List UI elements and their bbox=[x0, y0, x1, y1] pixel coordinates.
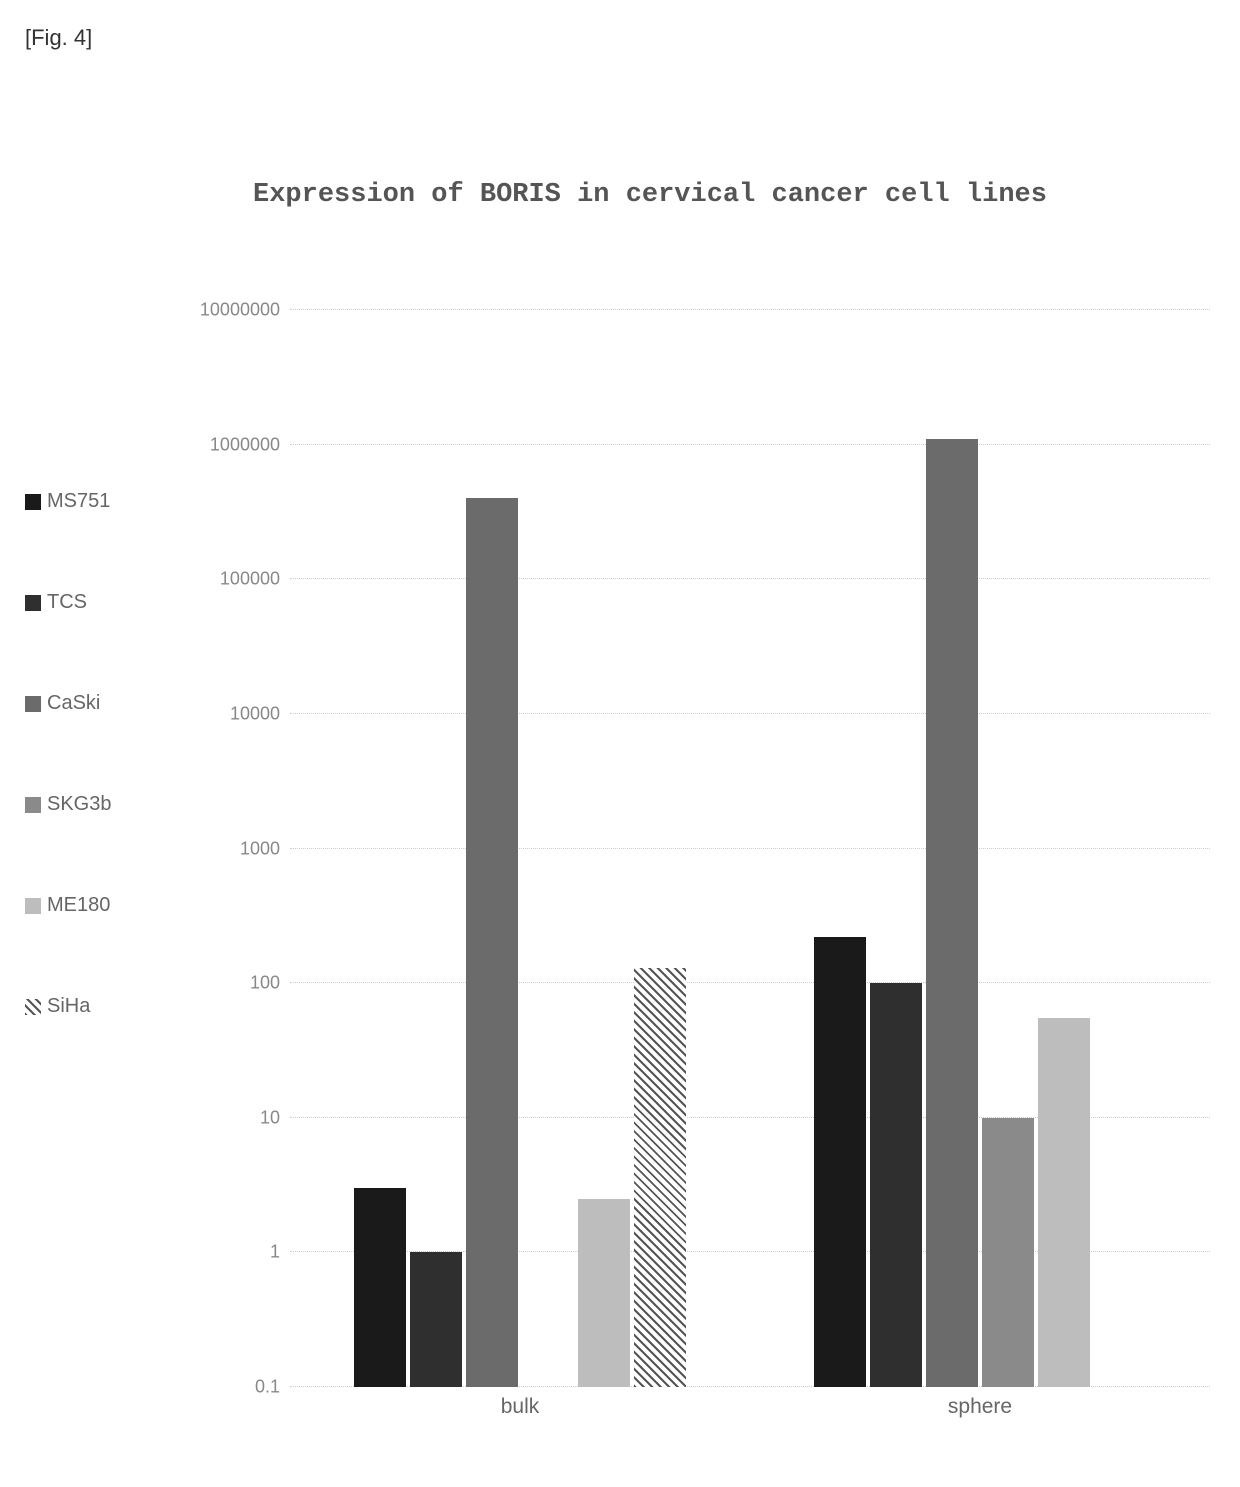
legend-item: CaSki bbox=[25, 692, 165, 715]
bar-group bbox=[322, 310, 718, 1387]
legend-item: SiHa bbox=[25, 995, 165, 1018]
bar bbox=[578, 1199, 630, 1387]
legend-label: SKG3b bbox=[47, 793, 111, 816]
figure-page: [Fig. 4] Expression of BORIS in cervical… bbox=[0, 0, 1240, 1487]
plot-area bbox=[290, 310, 1210, 1387]
y-axis: 0.1110100100010000100000100000010000000 bbox=[180, 310, 290, 1387]
legend-item: TCS bbox=[25, 591, 165, 614]
legend-swatch bbox=[25, 494, 41, 510]
legend: MS751 TCS CaSki SKG3b ME180 SiHa bbox=[25, 490, 165, 1096]
legend-swatch bbox=[25, 696, 41, 712]
y-tick-label: 100000 bbox=[220, 569, 280, 590]
legend-swatch bbox=[25, 898, 41, 914]
bar bbox=[870, 983, 922, 1387]
legend-label: SiHa bbox=[47, 995, 90, 1018]
legend-label: TCS bbox=[47, 591, 87, 614]
x-tick-label: bulk bbox=[290, 1387, 750, 1427]
legend-label: CaSki bbox=[47, 692, 100, 715]
y-tick-label: 1000 bbox=[240, 838, 280, 859]
legend-label: MS751 bbox=[47, 490, 110, 513]
bar bbox=[410, 1252, 462, 1387]
bar bbox=[814, 937, 866, 1387]
legend-swatch bbox=[25, 999, 41, 1015]
x-tick-label: sphere bbox=[750, 1387, 1210, 1427]
y-tick-label: 10000 bbox=[230, 703, 280, 724]
y-tick-label: 1 bbox=[270, 1242, 280, 1263]
bar-group bbox=[782, 310, 1178, 1387]
legend-item: SKG3b bbox=[25, 793, 165, 816]
legend-item: MS751 bbox=[25, 490, 165, 513]
legend-swatch bbox=[25, 797, 41, 813]
bar bbox=[926, 439, 978, 1387]
bar bbox=[982, 1118, 1034, 1387]
y-tick-label: 100 bbox=[250, 973, 280, 994]
bar bbox=[634, 968, 686, 1387]
chart-title: Expression of BORIS in cervical cancer c… bbox=[100, 180, 1200, 210]
x-axis-labels: bulksphere bbox=[290, 1387, 1210, 1427]
y-tick-label: 1000000 bbox=[210, 434, 280, 455]
y-tick-label: 10 bbox=[260, 1107, 280, 1128]
legend-item: ME180 bbox=[25, 894, 165, 917]
bar bbox=[466, 498, 518, 1387]
y-tick-label: 0.1 bbox=[255, 1377, 280, 1398]
legend-label: ME180 bbox=[47, 894, 110, 917]
bar bbox=[354, 1188, 406, 1387]
y-tick-label: 10000000 bbox=[200, 300, 280, 321]
figure-label: [Fig. 4] bbox=[25, 25, 92, 51]
bar bbox=[1038, 1018, 1090, 1387]
chart-area: 0.1110100100010000100000100000010000000 … bbox=[180, 310, 1210, 1427]
legend-swatch bbox=[25, 595, 41, 611]
